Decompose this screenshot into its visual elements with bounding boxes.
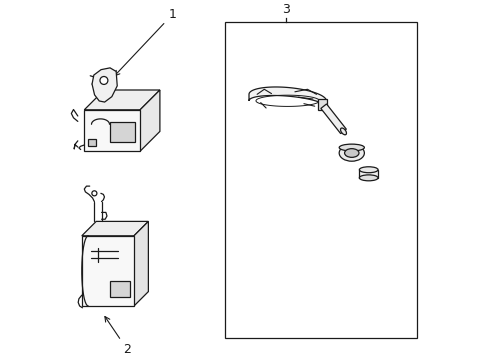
Ellipse shape — [359, 167, 377, 173]
Polygon shape — [318, 99, 326, 110]
Text: 1: 1 — [114, 8, 176, 76]
Polygon shape — [109, 122, 134, 142]
Polygon shape — [81, 221, 148, 236]
Polygon shape — [248, 87, 325, 107]
Bar — [224, 22, 416, 338]
Polygon shape — [110, 281, 130, 297]
Polygon shape — [84, 90, 160, 110]
Ellipse shape — [339, 145, 364, 161]
Ellipse shape — [339, 144, 364, 151]
Polygon shape — [134, 221, 148, 306]
Polygon shape — [88, 139, 96, 146]
Ellipse shape — [344, 149, 358, 157]
Ellipse shape — [359, 175, 377, 181]
Text: 3: 3 — [282, 3, 289, 15]
Ellipse shape — [100, 77, 108, 85]
Polygon shape — [81, 236, 134, 306]
Polygon shape — [140, 90, 160, 151]
Polygon shape — [92, 68, 117, 102]
Polygon shape — [359, 170, 377, 178]
Text: 2: 2 — [105, 316, 131, 356]
Ellipse shape — [340, 128, 346, 135]
Polygon shape — [84, 110, 140, 151]
Ellipse shape — [92, 191, 97, 196]
Polygon shape — [320, 104, 346, 134]
